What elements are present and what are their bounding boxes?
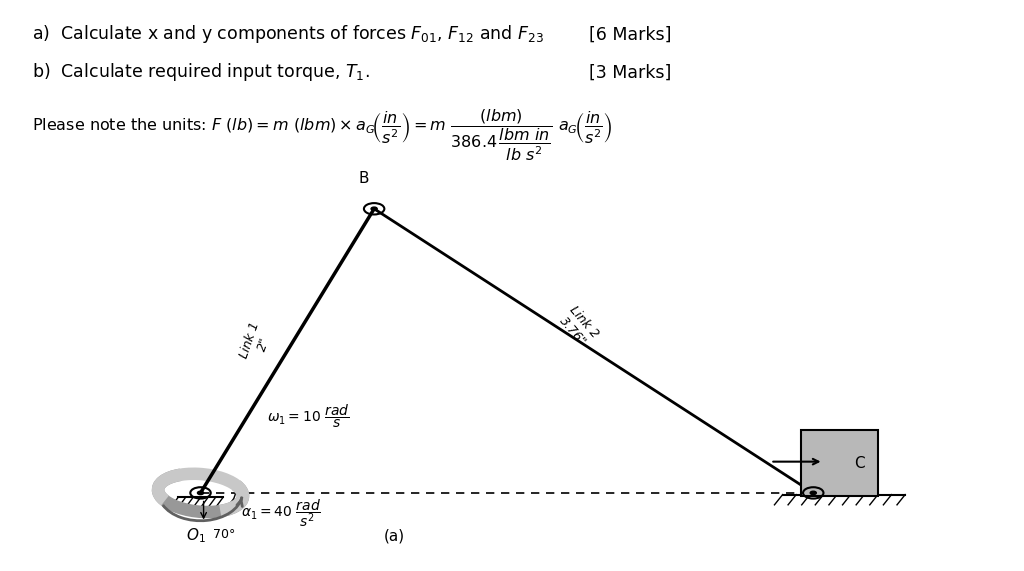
Text: [3 Marks]: [3 Marks] xyxy=(589,63,671,82)
Text: Link 1
2": Link 1 2" xyxy=(238,320,276,365)
Text: a)  Calculate x and y components of forces $F_{01}$, $F_{12}$ and $F_{23}$: a) Calculate x and y components of force… xyxy=(32,23,544,45)
Text: Please note the units: $F\ (lb) = m\ (lbm) \times a_G\!\left(\dfrac{in}{s^2}\rig: Please note the units: $F\ (lb) = m\ (lb… xyxy=(32,107,612,163)
Text: C: C xyxy=(854,456,864,471)
Text: $O_1$: $O_1$ xyxy=(185,526,205,545)
FancyBboxPatch shape xyxy=(801,431,878,496)
Circle shape xyxy=(371,207,377,211)
Text: $\alpha_1 = 40\ \dfrac{rad}{s^2}$: $\alpha_1 = 40\ \dfrac{rad}{s^2}$ xyxy=(242,497,322,529)
Text: [6 Marks]: [6 Marks] xyxy=(589,25,671,43)
Text: Link 2
3.76": Link 2 3.76" xyxy=(555,304,601,351)
Circle shape xyxy=(198,491,204,494)
Text: 70°: 70° xyxy=(213,528,236,541)
Text: (a): (a) xyxy=(384,528,406,543)
Text: b)  Calculate required input torque, $T_1$.: b) Calculate required input torque, $T_1… xyxy=(32,62,370,83)
Text: $\omega_1 = 10\ \dfrac{rad}{s}$: $\omega_1 = 10\ \dfrac{rad}{s}$ xyxy=(267,403,349,430)
Text: B: B xyxy=(358,171,370,186)
Circle shape xyxy=(810,491,816,494)
